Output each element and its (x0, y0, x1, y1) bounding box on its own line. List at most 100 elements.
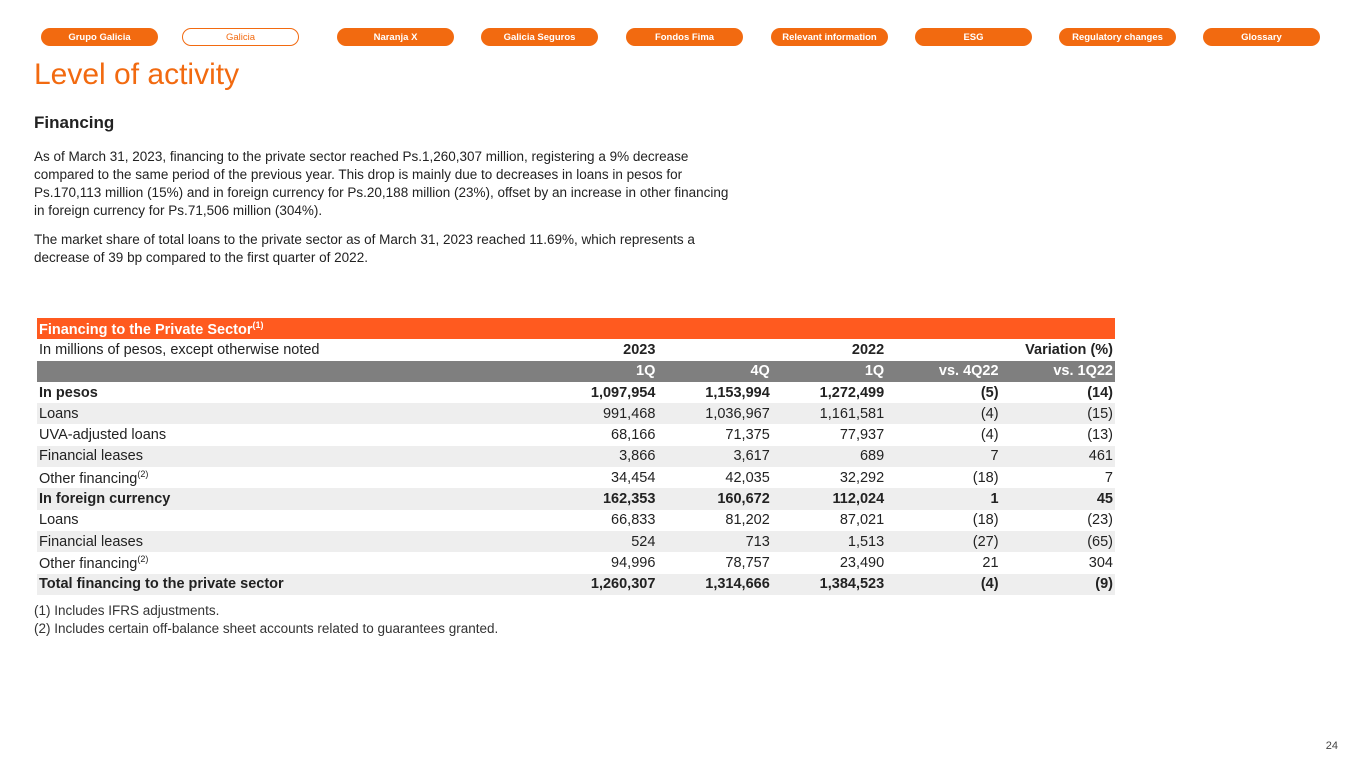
table-row: In pesos 1,097,954 1,153,994 1,272,499 (5) (1… (37, 382, 1115, 403)
table-cell: (14) (1087, 384, 1113, 401)
table-cell: (9) (1000, 573, 1115, 595)
table-cell: 524 (543, 530, 658, 553)
table-cell: 66,833 (611, 512, 656, 529)
page-title: Level of activity (34, 58, 240, 91)
table-row: Loans 66,833 81,202 87,021 (18) (23) (37, 510, 1115, 531)
column-header: 1Q (543, 360, 658, 382)
table-cell: (4) (980, 427, 999, 444)
row-label: Loans (37, 403, 543, 425)
table-cell: (65) (1000, 530, 1115, 553)
table-cell: 1,513 (771, 530, 887, 553)
table-row: Other financing(2) 34,454 42,035 32,292 (18)… (37, 467, 1115, 488)
nav-button-galicia-seguros[interactable]: Galicia Seguros (481, 28, 598, 46)
table-cell: (15) (1000, 403, 1115, 425)
table-row: Financial leases 524 713 1,513 (27) (65) (37, 530, 1115, 553)
footnote: (1) Includes IFRS adjustments. (34, 603, 220, 618)
row-label: Total financing to the private sector (37, 573, 543, 595)
paragraph: As of March 31, 2023, financing to the p… (34, 149, 729, 218)
table-cell: 94,996 (611, 554, 656, 571)
row-label: Other financing(2) (39, 468, 149, 487)
table-cell: 1,272,499 (819, 384, 885, 401)
table-row: Loans 991,468 1,036,967 1,161,581 (4) (15) (37, 403, 1115, 425)
paragraph: The market share of total loans to the p… (34, 232, 695, 265)
year-2022: 2022 (851, 341, 885, 358)
nav-button-regulatory-changes[interactable]: Regulatory changes (1059, 28, 1176, 46)
table-cell: 1,314,666 (657, 573, 772, 595)
section-heading: Financing (34, 113, 115, 132)
table-cell: 1,097,954 (590, 384, 656, 401)
column-header: vs. 4Q22 (886, 360, 1001, 382)
table-cell: 7 (1104, 469, 1113, 486)
table-cell: 162,353 (543, 488, 658, 510)
table-row: Total financing to the private sector 1,2… (37, 573, 1115, 595)
nav-button-galicia[interactable]: Galicia (182, 28, 299, 46)
table-cell: 991,468 (543, 403, 658, 425)
table-cell: 304 (1088, 554, 1113, 571)
table-cell: 689 (771, 445, 887, 468)
table-cell: 45 (1000, 488, 1115, 510)
row-label: Other financing(2) (39, 554, 149, 572)
table-cell: 87,021 (839, 512, 885, 529)
row-label: In foreign currency (37, 488, 543, 510)
table-cell: (23) (1087, 512, 1113, 529)
row-label: Financial leases (37, 445, 543, 468)
table-row: In foreign currency 162,353 160,672 112,024… (37, 488, 1115, 510)
row-label: Financial leases (37, 530, 543, 553)
table-cell: 32,292 (839, 469, 885, 486)
table-cell: 1,161,581 (771, 403, 887, 425)
row-label: Loans (39, 512, 79, 529)
table-cell: 21 (982, 554, 999, 571)
column-header: 1Q (771, 360, 887, 382)
table-cell: 160,672 (657, 488, 772, 510)
table-cell: 81,202 (725, 512, 770, 529)
variation-header: Variation (%) (1025, 341, 1113, 358)
table-cell: (18) (972, 512, 999, 529)
table-cell: (18) (972, 469, 999, 486)
footnote-ref: (2) (137, 468, 149, 479)
table-row: UVA-adjusted loans 68,166 71,375 77,937 (4) (… (37, 424, 1115, 445)
table-title: Financing to the Private Sector (39, 321, 253, 338)
nav-button-naranja-x[interactable]: Naranja X (337, 28, 454, 46)
table-cell: (4) (886, 403, 1001, 425)
table-row: Financial leases 3,866 3,617 689 7 461 (37, 445, 1115, 468)
footnote: (2) Includes certain off-balance sheet a… (34, 621, 499, 636)
table-cell: 42,035 (725, 469, 770, 486)
table-cell: 78,757 (725, 554, 770, 571)
nav-button-grupo-galicia[interactable]: Grupo Galicia (41, 28, 158, 46)
table-title-row: Financing to the Private Sector(1) (37, 318, 1115, 340)
table-cell: (5) (980, 384, 999, 401)
year-2023: 2023 (623, 341, 656, 358)
page-number: 24 (1325, 740, 1338, 752)
table-cell: 1 (886, 488, 1001, 510)
row-label: In pesos (39, 384, 98, 401)
table-cell: 1,260,307 (543, 573, 658, 595)
table-cell: 7 (886, 445, 1001, 468)
nav-button-esg[interactable]: ESG (915, 28, 1032, 46)
table-cell: (13) (1087, 427, 1113, 444)
financing-table: Financing to the Private Sector(1) In mi… (37, 318, 1115, 595)
column-header: vs. 1Q22 (1000, 360, 1115, 382)
column-header: 4Q (657, 360, 772, 382)
table-cell: 23,490 (839, 554, 885, 571)
table-cell: 1,153,994 (705, 384, 770, 401)
table-cell: 71,375 (725, 427, 770, 444)
table-cell: 713 (657, 530, 772, 553)
column-header-row: 1Q 4Q 1Q vs. 4Q22 vs. 1Q22 (37, 360, 1115, 382)
table-cell: 112,024 (771, 488, 887, 510)
nav-button-glossary[interactable]: Glossary (1203, 28, 1320, 46)
footnote-ref: (2) (137, 554, 149, 564)
table-cell: 3,866 (543, 445, 658, 468)
table-cell: 1,384,523 (771, 573, 887, 595)
table-cell: 1,036,967 (657, 403, 772, 425)
table-subheader-row: In millions of pesos, except otherwise n… (37, 339, 1115, 360)
table-cell: (27) (886, 530, 1001, 553)
nav-button-fondos-fima[interactable]: Fondos Fima (626, 28, 743, 46)
table-cell: 461 (1000, 445, 1115, 468)
table-cell: 77,937 (839, 427, 885, 444)
table-cell: 34,454 (611, 469, 656, 486)
footnote-ref: (1) (252, 319, 264, 330)
nav-button-relevant-information[interactable]: Relevant information (771, 28, 888, 46)
table-cell: 3,617 (657, 445, 772, 468)
table-row: Other financing(2) 94,996 78,757 23,490 21 30… (37, 552, 1115, 573)
row-label: UVA-adjusted loans (39, 427, 167, 444)
